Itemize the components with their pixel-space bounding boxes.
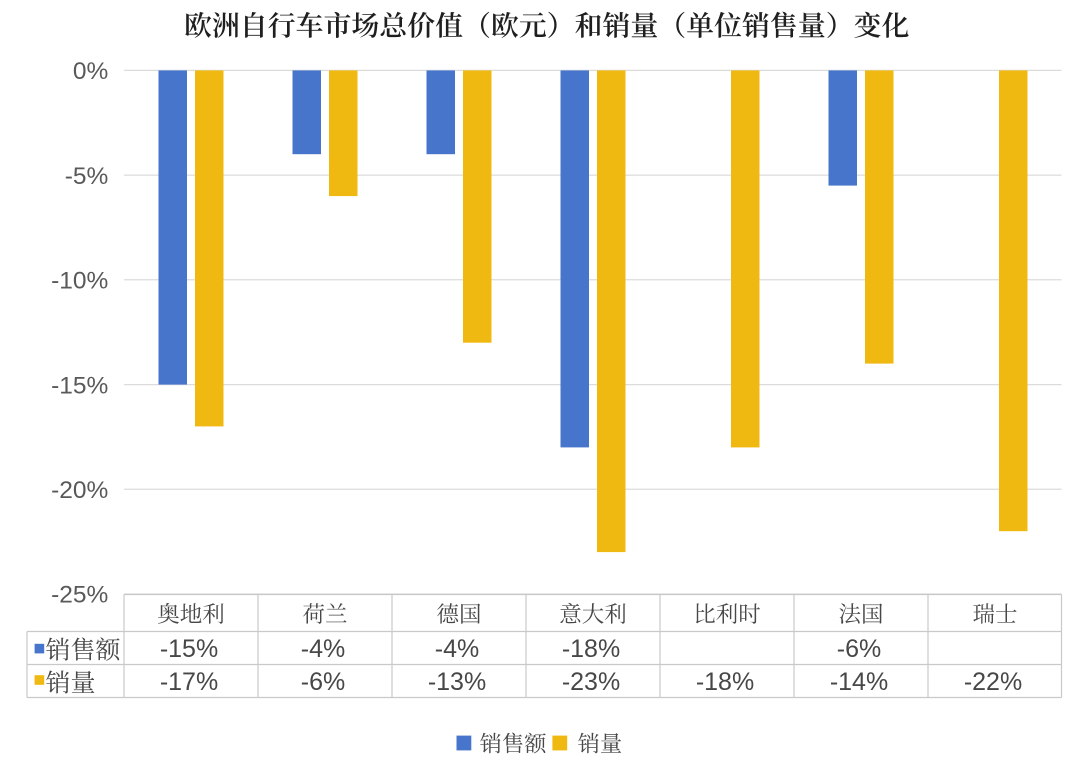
svg-text:-17%: -17% — [160, 668, 218, 696]
svg-text:0%: 0% — [73, 58, 108, 85]
svg-text:-13%: -13% — [428, 668, 486, 696]
svg-text:-15%: -15% — [160, 635, 218, 663]
svg-text:-18%: -18% — [696, 668, 754, 696]
svg-text:-22%: -22% — [964, 668, 1022, 696]
svg-text:-4%: -4% — [435, 635, 479, 663]
svg-text:-6%: -6% — [837, 635, 881, 663]
svg-text:-14%: -14% — [830, 668, 888, 696]
svg-text:-6%: -6% — [301, 668, 345, 696]
svg-text:-10%: -10% — [51, 268, 108, 295]
svg-text:-15%: -15% — [51, 372, 108, 399]
svg-text:-18%: -18% — [562, 635, 620, 663]
svg-text:-5%: -5% — [65, 163, 109, 190]
svg-text:-23%: -23% — [562, 668, 620, 696]
svg-text:-4%: -4% — [301, 635, 345, 663]
svg-text:-25%: -25% — [51, 582, 108, 609]
svg-text:-20%: -20% — [51, 477, 108, 504]
